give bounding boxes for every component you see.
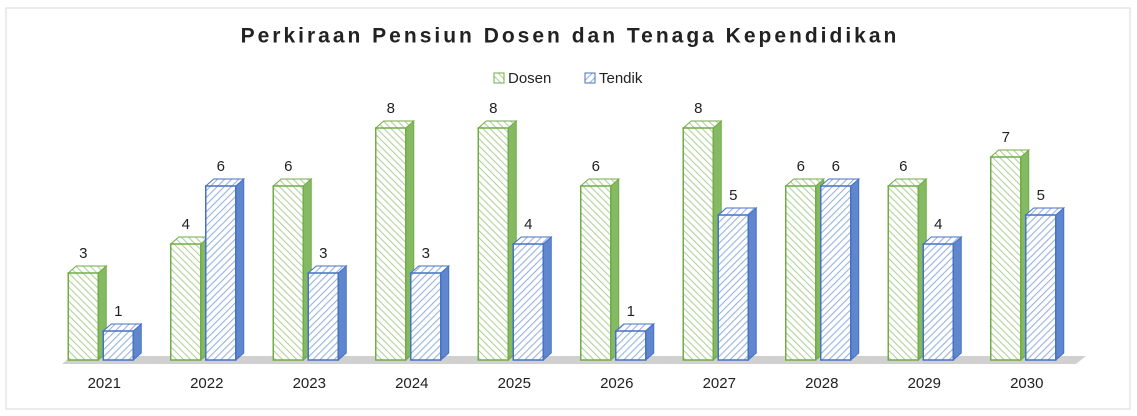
bar [922, 243, 954, 361]
x-tick-label: 2026 [600, 375, 633, 392]
data-label: 6 [832, 158, 840, 175]
x-tick-label: 2030 [1010, 375, 1043, 392]
x-tick-label: 2022 [190, 375, 223, 392]
bar-side [850, 177, 860, 362]
bar [580, 185, 612, 361]
x-tick-label: 2027 [703, 375, 736, 392]
bar-side [952, 235, 962, 362]
chart-title: Perkiraan Pensiun Dosen dan Tenaga Kepen… [241, 25, 900, 48]
bar [785, 185, 817, 361]
x-tick-label: 2021 [88, 375, 121, 392]
x-tick-label: 2029 [908, 375, 941, 392]
bar-side [747, 206, 757, 362]
x-tick-label: 2025 [498, 375, 531, 392]
bar [990, 156, 1022, 361]
data-label: 4 [182, 216, 190, 233]
bar [887, 185, 919, 361]
bar [375, 127, 407, 361]
data-label: 6 [797, 158, 805, 175]
bar [102, 330, 134, 361]
bar-side [337, 264, 347, 362]
legend-label: Tendik [599, 70, 643, 87]
bar-side [1055, 206, 1065, 362]
bar [307, 272, 339, 361]
data-label: 1 [627, 303, 635, 320]
data-label: 4 [524, 216, 532, 233]
data-label: 5 [729, 187, 737, 204]
bar [272, 185, 304, 361]
data-label: 3 [422, 245, 430, 262]
data-label: 3 [79, 245, 87, 262]
bar [170, 243, 202, 361]
bar [615, 330, 647, 361]
bar-side [235, 177, 245, 362]
legend-label: Dosen [508, 70, 551, 87]
x-tick-label: 2024 [395, 375, 428, 392]
data-label: 4 [934, 216, 942, 233]
bar [477, 127, 509, 361]
bar [1025, 214, 1057, 361]
bar [820, 185, 852, 361]
bar [717, 214, 749, 361]
data-label: 6 [217, 158, 225, 175]
data-label: 3 [319, 245, 327, 262]
bar-side [542, 235, 552, 362]
bar [67, 272, 99, 361]
data-label: 7 [1002, 129, 1010, 146]
data-label: 8 [387, 100, 395, 117]
bar [682, 127, 714, 361]
data-label: 6 [592, 158, 600, 175]
bar-side [440, 264, 450, 362]
legend-swatch [584, 72, 596, 84]
data-label: 8 [489, 100, 497, 117]
data-label: 5 [1037, 187, 1045, 204]
bar [410, 272, 442, 361]
x-tick-label: 2023 [293, 375, 326, 392]
bar [205, 185, 237, 361]
data-label: 6 [899, 158, 907, 175]
bar [512, 243, 544, 361]
legend-swatch [493, 72, 505, 84]
data-label: 6 [284, 158, 292, 175]
x-tick-label: 2028 [805, 375, 838, 392]
data-label: 8 [694, 100, 702, 117]
data-label: 1 [114, 303, 122, 320]
